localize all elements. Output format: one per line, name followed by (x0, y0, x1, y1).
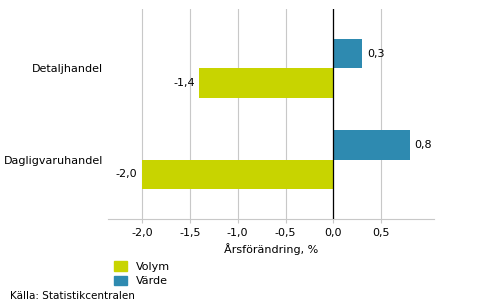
Text: Källa: Statistikcentralen: Källa: Statistikcentralen (10, 291, 135, 301)
Bar (333, 39, 362, 68)
Text: -1,4: -1,4 (173, 78, 195, 88)
Bar (142, 160, 333, 189)
Text: 0,8: 0,8 (415, 140, 432, 150)
Text: -2,0: -2,0 (115, 169, 137, 179)
Text: 0,3: 0,3 (367, 49, 385, 59)
Bar (333, 130, 410, 160)
Bar (199, 68, 333, 98)
Legend: Volym, Värde: Volym, Värde (114, 261, 171, 286)
X-axis label: Årsförändring, %: Årsförändring, % (224, 244, 318, 255)
